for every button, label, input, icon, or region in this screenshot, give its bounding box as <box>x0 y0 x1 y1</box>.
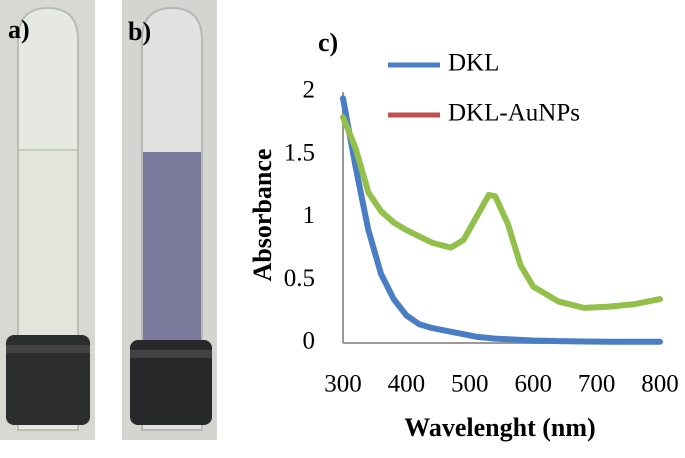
x-tick-label: 600 <box>514 371 552 398</box>
panel-label: a) <box>8 15 30 44</box>
x-tick-label: 300 <box>324 371 362 398</box>
photo-b <box>122 0 217 440</box>
photo-a <box>0 0 95 440</box>
x-tick-label: 500 <box>451 371 489 398</box>
y-tick-label: 1.5 <box>284 139 315 166</box>
x-axis-title: Wavelenght (nm) <box>404 413 595 442</box>
panel-label: c) <box>318 28 338 57</box>
x-tick-label: 400 <box>388 371 426 398</box>
legend-label: DKL-AuNPs <box>448 100 580 127</box>
panel-label: b) <box>128 17 151 46</box>
y-tick-label: 2 <box>303 77 316 104</box>
data-line <box>340 95 663 345</box>
x-tick-label: 800 <box>641 371 679 398</box>
y-tick-label: 1 <box>303 202 316 229</box>
x-tick-label: 700 <box>578 371 616 398</box>
y-tick-label: 0 <box>303 328 316 355</box>
legend-label: DKL <box>448 50 499 77</box>
data-line <box>340 114 663 311</box>
y-tick-label: 0.5 <box>284 265 315 292</box>
y-axis-title: Absorbance <box>248 149 277 282</box>
